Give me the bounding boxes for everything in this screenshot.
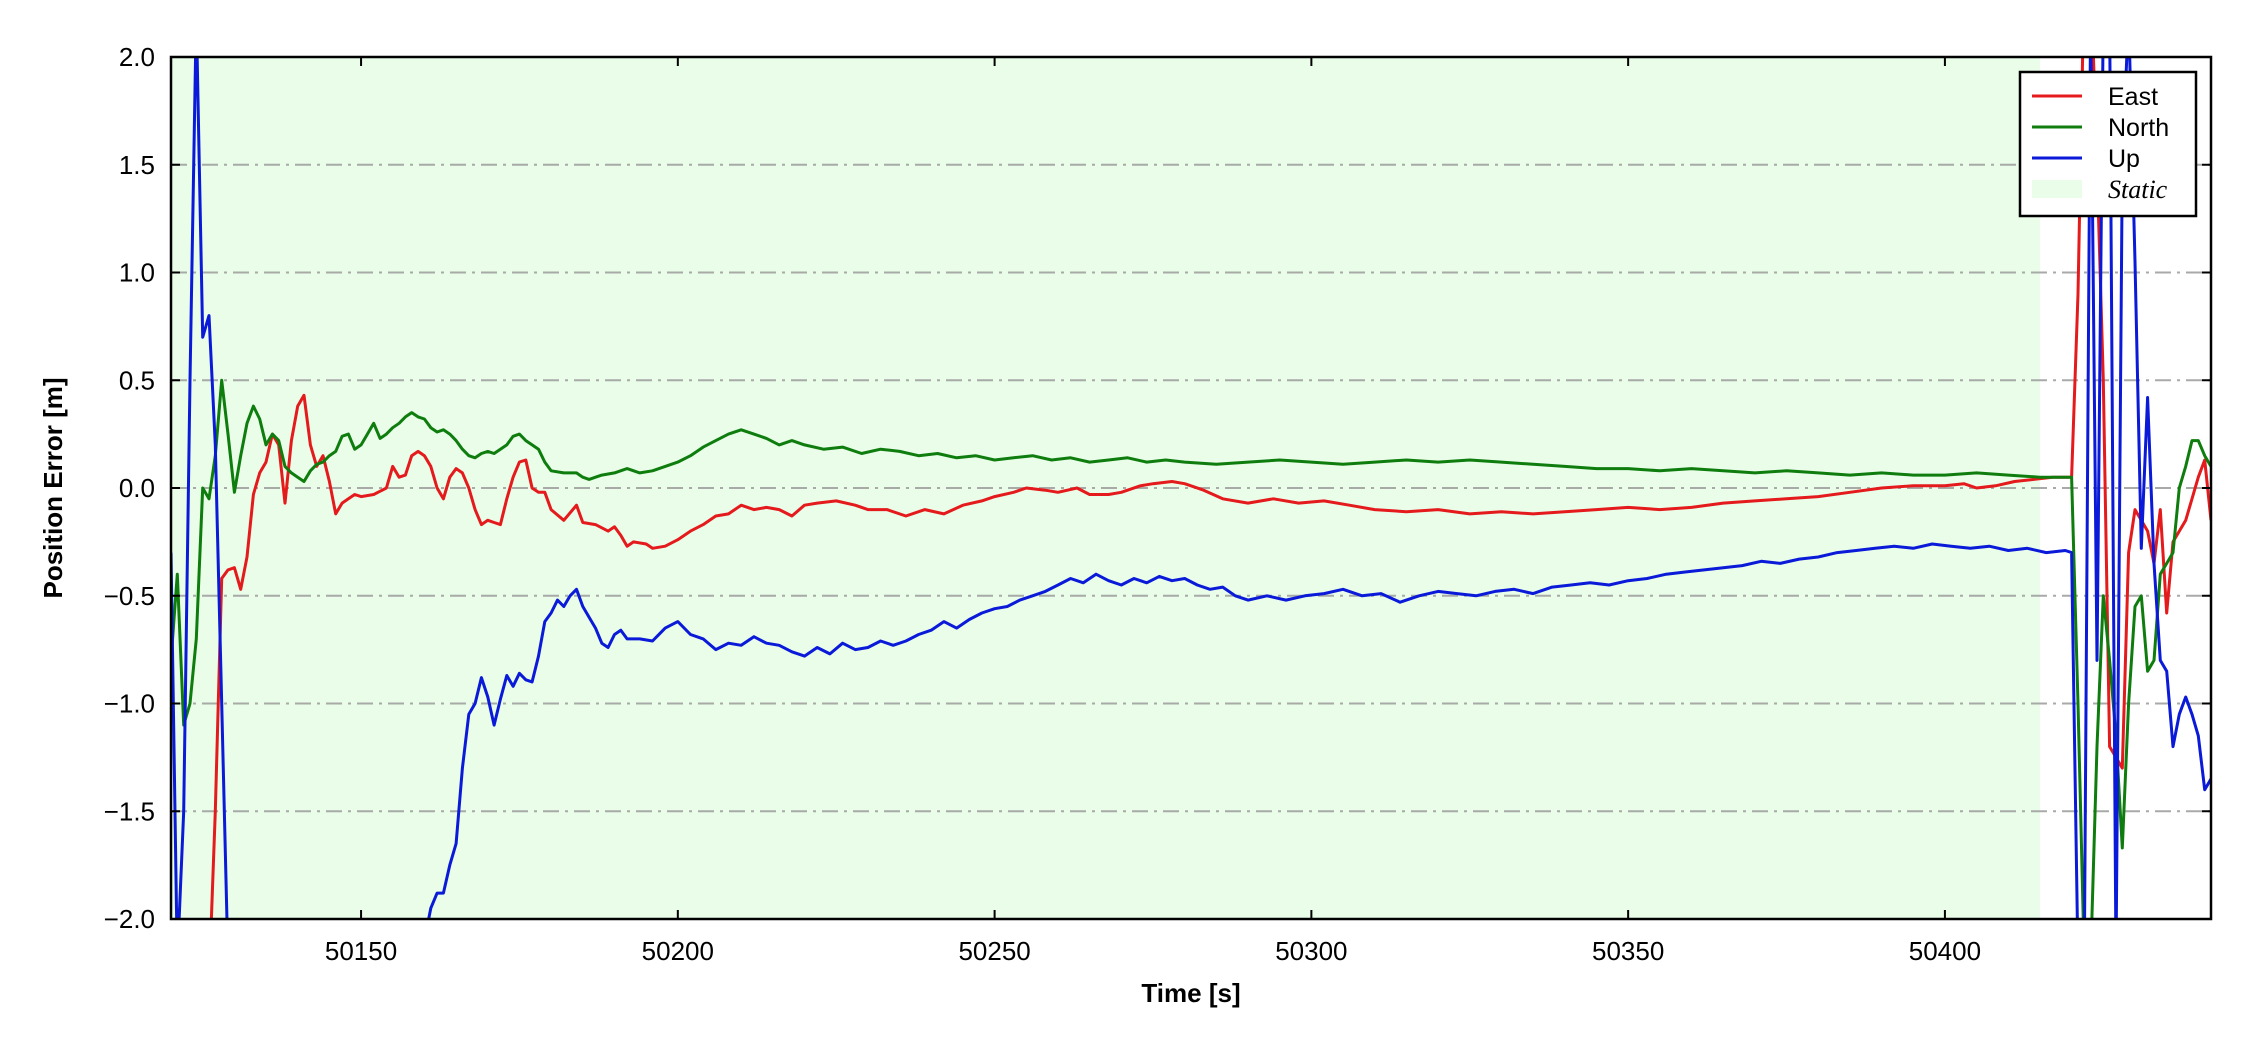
y-tick-label: 2.0 bbox=[119, 42, 155, 72]
y-tick-label: 1.0 bbox=[119, 258, 155, 288]
y-tick-label: 1.5 bbox=[119, 150, 155, 180]
y-tick-label: 0.5 bbox=[119, 365, 155, 395]
y-tick-label: −1.0 bbox=[104, 689, 155, 719]
series-line-east bbox=[209, 57, 2211, 919]
y-tick-label: 0.0 bbox=[119, 473, 155, 503]
series-line-north bbox=[171, 378, 2211, 919]
legend-label-east: East bbox=[2108, 83, 2158, 111]
y-tick-label: −0.5 bbox=[104, 581, 155, 611]
x-tick-label: 50150 bbox=[325, 936, 397, 966]
y-tick-label: −2.0 bbox=[104, 904, 155, 934]
legend-label-static: Static bbox=[2108, 175, 2168, 204]
legend-label-up: Up bbox=[2108, 145, 2140, 173]
x-tick-label: 50250 bbox=[958, 936, 1030, 966]
x-tick-label: 50300 bbox=[1275, 936, 1347, 966]
x-tick-label: 50350 bbox=[1592, 936, 1664, 966]
x-tick-label: 50400 bbox=[1909, 936, 1981, 966]
legend-label-north: North bbox=[2108, 114, 2169, 142]
x-axis-label: Time [s] bbox=[1141, 978, 1240, 1008]
x-tick-label: 50200 bbox=[642, 936, 714, 966]
legend-swatch-static bbox=[2032, 180, 2082, 198]
y-axis-label: Position Error [m] bbox=[38, 377, 68, 598]
series-line-up bbox=[171, 57, 2211, 919]
y-tick-label: −1.5 bbox=[104, 796, 155, 826]
